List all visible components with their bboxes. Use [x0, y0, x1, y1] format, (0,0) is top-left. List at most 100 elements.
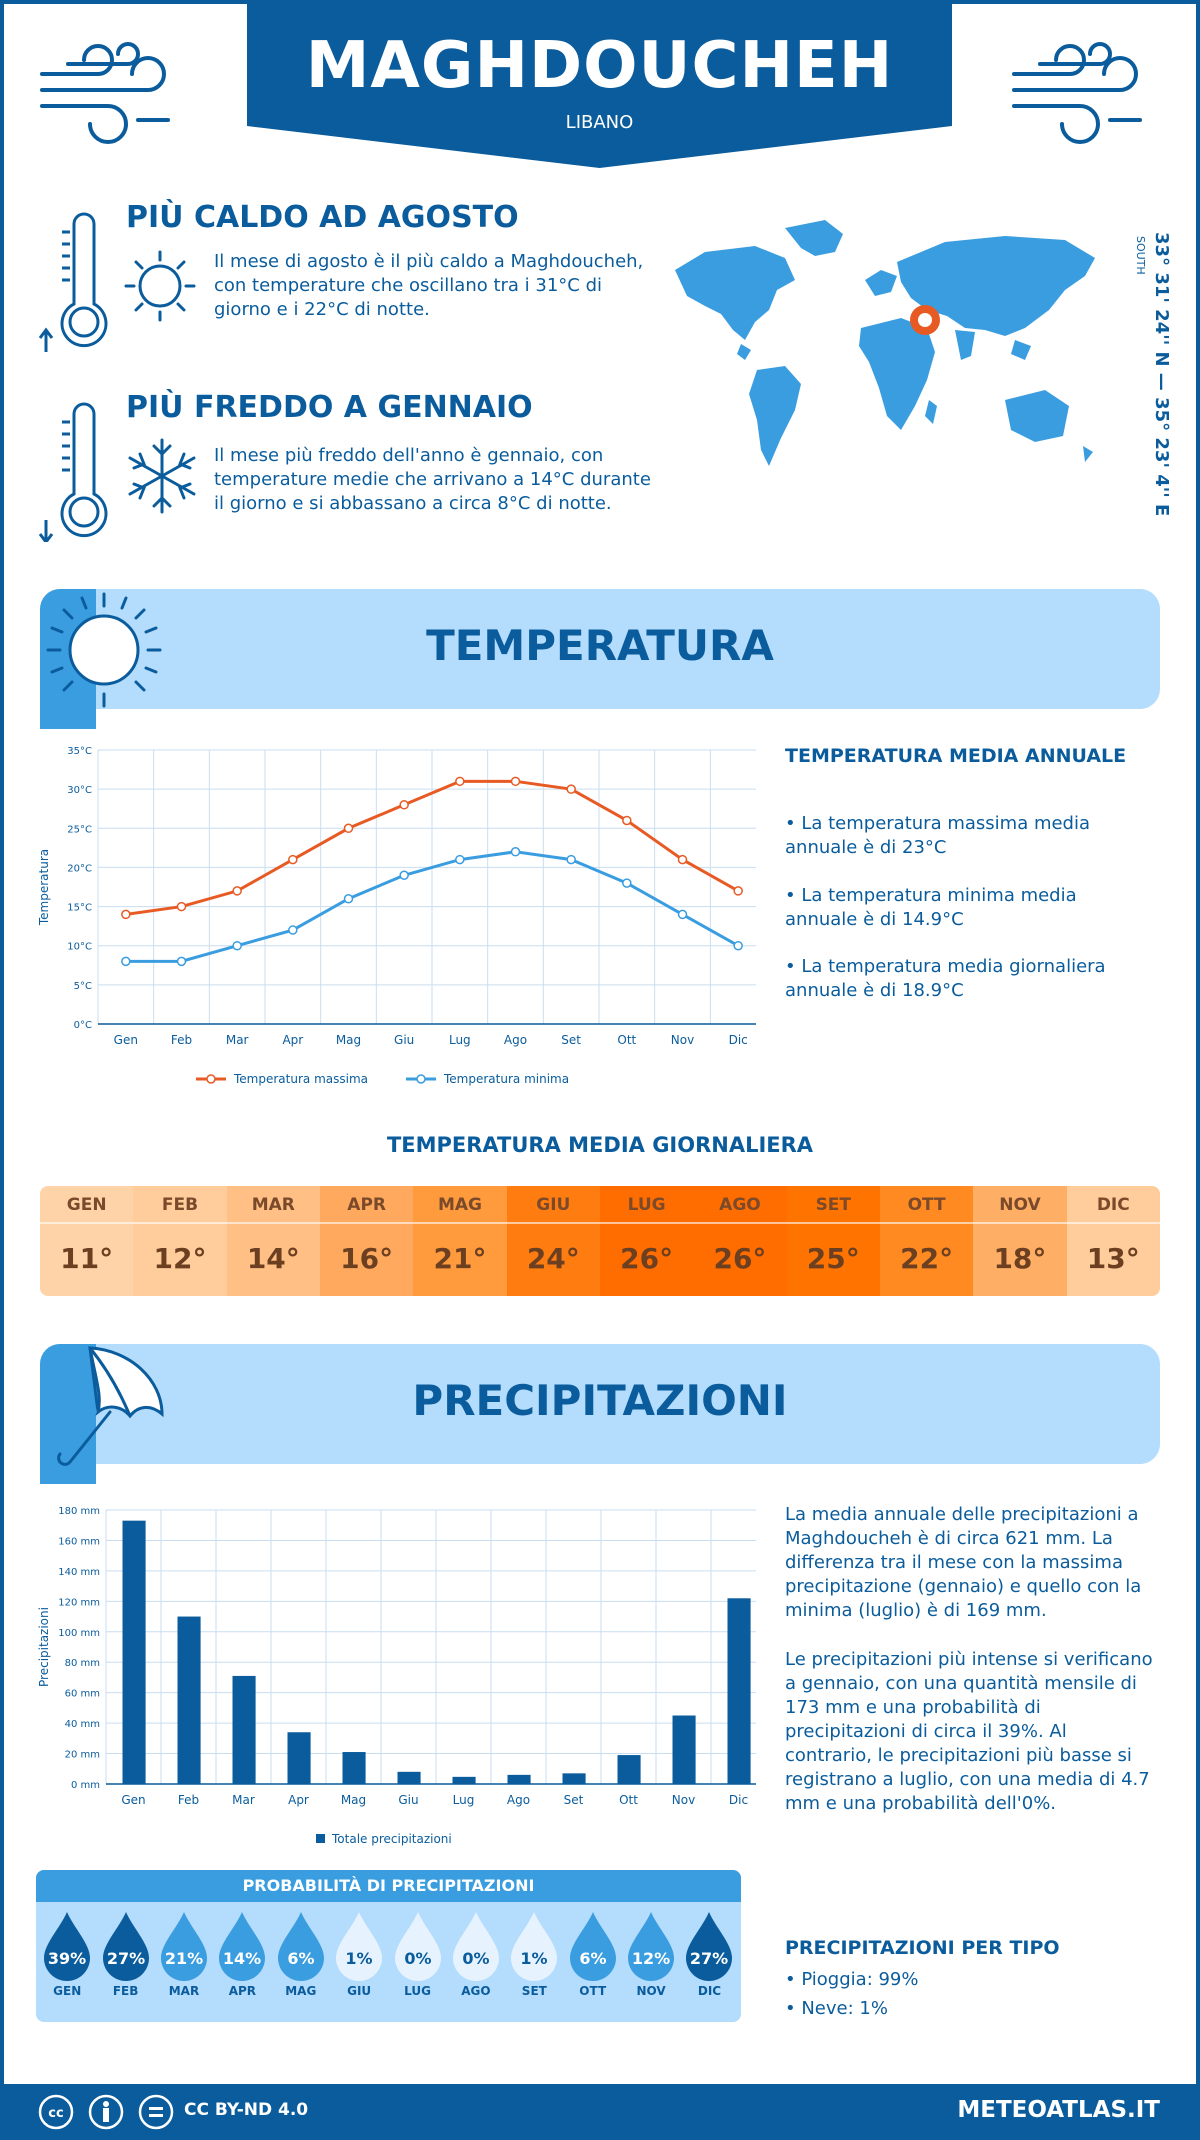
site-link[interactable]: METEOATLAS.IT — [957, 2097, 1160, 2123]
daily-month: GEN — [40, 1186, 134, 1224]
daily-month: DIC — [1066, 1186, 1160, 1224]
x-tick-label: Apr — [288, 1793, 309, 1807]
temperature-side-heading: TEMPERATURA MEDIA ANNUALE — [785, 745, 1127, 767]
legend-label: Temperatura minima — [443, 1072, 569, 1086]
drop-shape — [511, 1912, 558, 1981]
data-point — [455, 776, 465, 787]
probability-value: 1% — [521, 1949, 548, 1968]
probability-value: 39% — [48, 1949, 86, 1968]
drop-icon: 0% — [452, 1912, 499, 1981]
data-point — [566, 854, 576, 865]
precipitation-bar — [397, 1771, 421, 1784]
probability-item: 6% MAG — [272, 1910, 330, 1998]
y-tick-label: 25°C — [67, 824, 92, 835]
x-tick-label: Ago — [504, 1033, 527, 1047]
x-tick-label: Ago — [507, 1793, 530, 1807]
daily-value: 26° — [713, 1242, 767, 1275]
data-point — [232, 940, 242, 951]
y-tick-label: 30°C — [67, 785, 92, 796]
daily-cell: GEN 11° — [40, 1186, 134, 1296]
data-point — [733, 886, 743, 896]
daily-cell: GIU 24° — [506, 1186, 600, 1296]
daily-temperature-title: TEMPERATURA MEDIA GIORNALIERA — [386, 1133, 814, 1157]
series-line — [125, 779, 739, 916]
daily-cell: AGO 26° — [693, 1186, 787, 1296]
data-point — [733, 940, 743, 951]
daily-month: APR — [319, 1186, 414, 1224]
x-tick-label: Lug — [453, 1793, 475, 1807]
precipitation-bar — [562, 1773, 586, 1784]
hot-fact: PIÙ CALDO AD AGOSTO Il mese di agosto è … — [36, 200, 643, 360]
precipitation-bar — [452, 1776, 476, 1784]
probability-item: 12% NOV — [622, 1910, 680, 1998]
footer: cc CC BY-ND 4.0 METEOATLAS.IT — [0, 2084, 1200, 2140]
y-tick-label: 15°C — [67, 903, 92, 914]
daily-cell: MAR 14° — [226, 1186, 320, 1296]
daily-temperature-table: GEN 11° FEB 12° MAR 14° APR 16° MAG 21° GIU 24° LUG 2… — [40, 1186, 1160, 1296]
legend-label: Temperatura massima — [233, 1072, 368, 1086]
attribution-icon[interactable] — [88, 2094, 124, 2130]
x-tick-label: Giu — [394, 1033, 414, 1047]
precipitation-bar — [342, 1752, 366, 1784]
data-point — [677, 909, 688, 920]
x-tick-label: Nov — [671, 1033, 694, 1047]
drop-icon: 6% — [569, 1912, 616, 1981]
probability-value: 27% — [690, 1949, 728, 1968]
drop-shape — [394, 1912, 441, 1981]
x-tick-label: Gen — [114, 1033, 138, 1047]
data-point — [510, 847, 521, 857]
x-tick-label: Ott — [617, 1033, 636, 1047]
daily-cell: FEB 12° — [133, 1186, 227, 1296]
probability-drops: 39% GEN 27% FEB 21% MAR 14% APR 6% MAG 1% GIU 0% LUG 0… — [36, 1902, 741, 1998]
daily-value: 25° — [806, 1242, 860, 1275]
temperature-chart: 0°C 5°C 10°C 15°C 20°C 25°C 30°C 35°C Gen Feb Mar A… — [37, 746, 756, 1086]
probability-item: 6% OTT — [564, 1910, 622, 1998]
drop-icon: 14% — [219, 1912, 266, 1981]
drop-icon: 39% — [44, 1912, 91, 1981]
daily-value: 22° — [900, 1242, 954, 1275]
y-tick-label: 35°C — [67, 746, 92, 757]
daily-value: 14° — [246, 1242, 300, 1275]
x-tick-label: Dic — [729, 1033, 748, 1047]
x-tick-label: Set — [564, 1793, 584, 1807]
y-tick-label: 100 mm — [58, 1628, 100, 1639]
daily-month: GIU — [506, 1186, 600, 1224]
data-point — [399, 870, 409, 881]
daily-value: 11° — [60, 1242, 114, 1275]
data-point — [399, 800, 409, 810]
y-tick-label: 0 mm — [71, 1780, 100, 1791]
precipitation-banner: PRECIPITAZIONI — [40, 1344, 1160, 1484]
data-point — [343, 893, 354, 904]
precipitation-details: Le precipitazioni più intense si verific… — [785, 1649, 1153, 1814]
cold-fact-title: PIÙ FREDDO A GENNAIO — [126, 390, 533, 425]
probability-item: 21% MAR — [155, 1910, 213, 1998]
y-tick-label: 20 mm — [65, 1750, 100, 1761]
thermometer-snowflake-icon — [38, 402, 196, 542]
x-tick-label: Lug — [449, 1033, 471, 1047]
data-point — [288, 854, 298, 865]
x-tick-label: Giu — [398, 1793, 418, 1807]
precipitation-bar — [122, 1520, 146, 1784]
x-tick-label: Mag — [336, 1033, 361, 1047]
probability-item: 1% GIU — [330, 1910, 388, 1998]
no-derivatives-icon[interactable] — [138, 2094, 174, 2130]
drop-icon: 12% — [628, 1912, 675, 1981]
precipitation-bar — [232, 1675, 256, 1784]
drop-shape — [160, 1912, 207, 1981]
y-tick-label: 120 mm — [58, 1597, 100, 1608]
y-tick-label: 180 mm — [58, 1506, 100, 1517]
y-axis-label: Temperatura — [37, 849, 51, 926]
probability-month: LUG — [404, 1984, 431, 1998]
precipitation-summary: La media annuale delle precipitazioni a … — [785, 1504, 1142, 1621]
cc-icon[interactable]: cc — [38, 2094, 74, 2130]
drop-icon: 27% — [102, 1912, 149, 1981]
data-point — [288, 925, 298, 935]
coordinates: 33° 31' 24'' N — 35° 23' 4'' E — [1151, 232, 1172, 517]
x-tick-label: Mag — [341, 1793, 366, 1807]
data-point — [232, 886, 242, 896]
x-tick-label: Apr — [282, 1033, 303, 1047]
y-tick-label: 80 mm — [65, 1658, 100, 1669]
world-map — [675, 220, 1095, 466]
probability-month: OTT — [579, 1984, 607, 1998]
drop-icon: 0% — [394, 1912, 441, 1981]
